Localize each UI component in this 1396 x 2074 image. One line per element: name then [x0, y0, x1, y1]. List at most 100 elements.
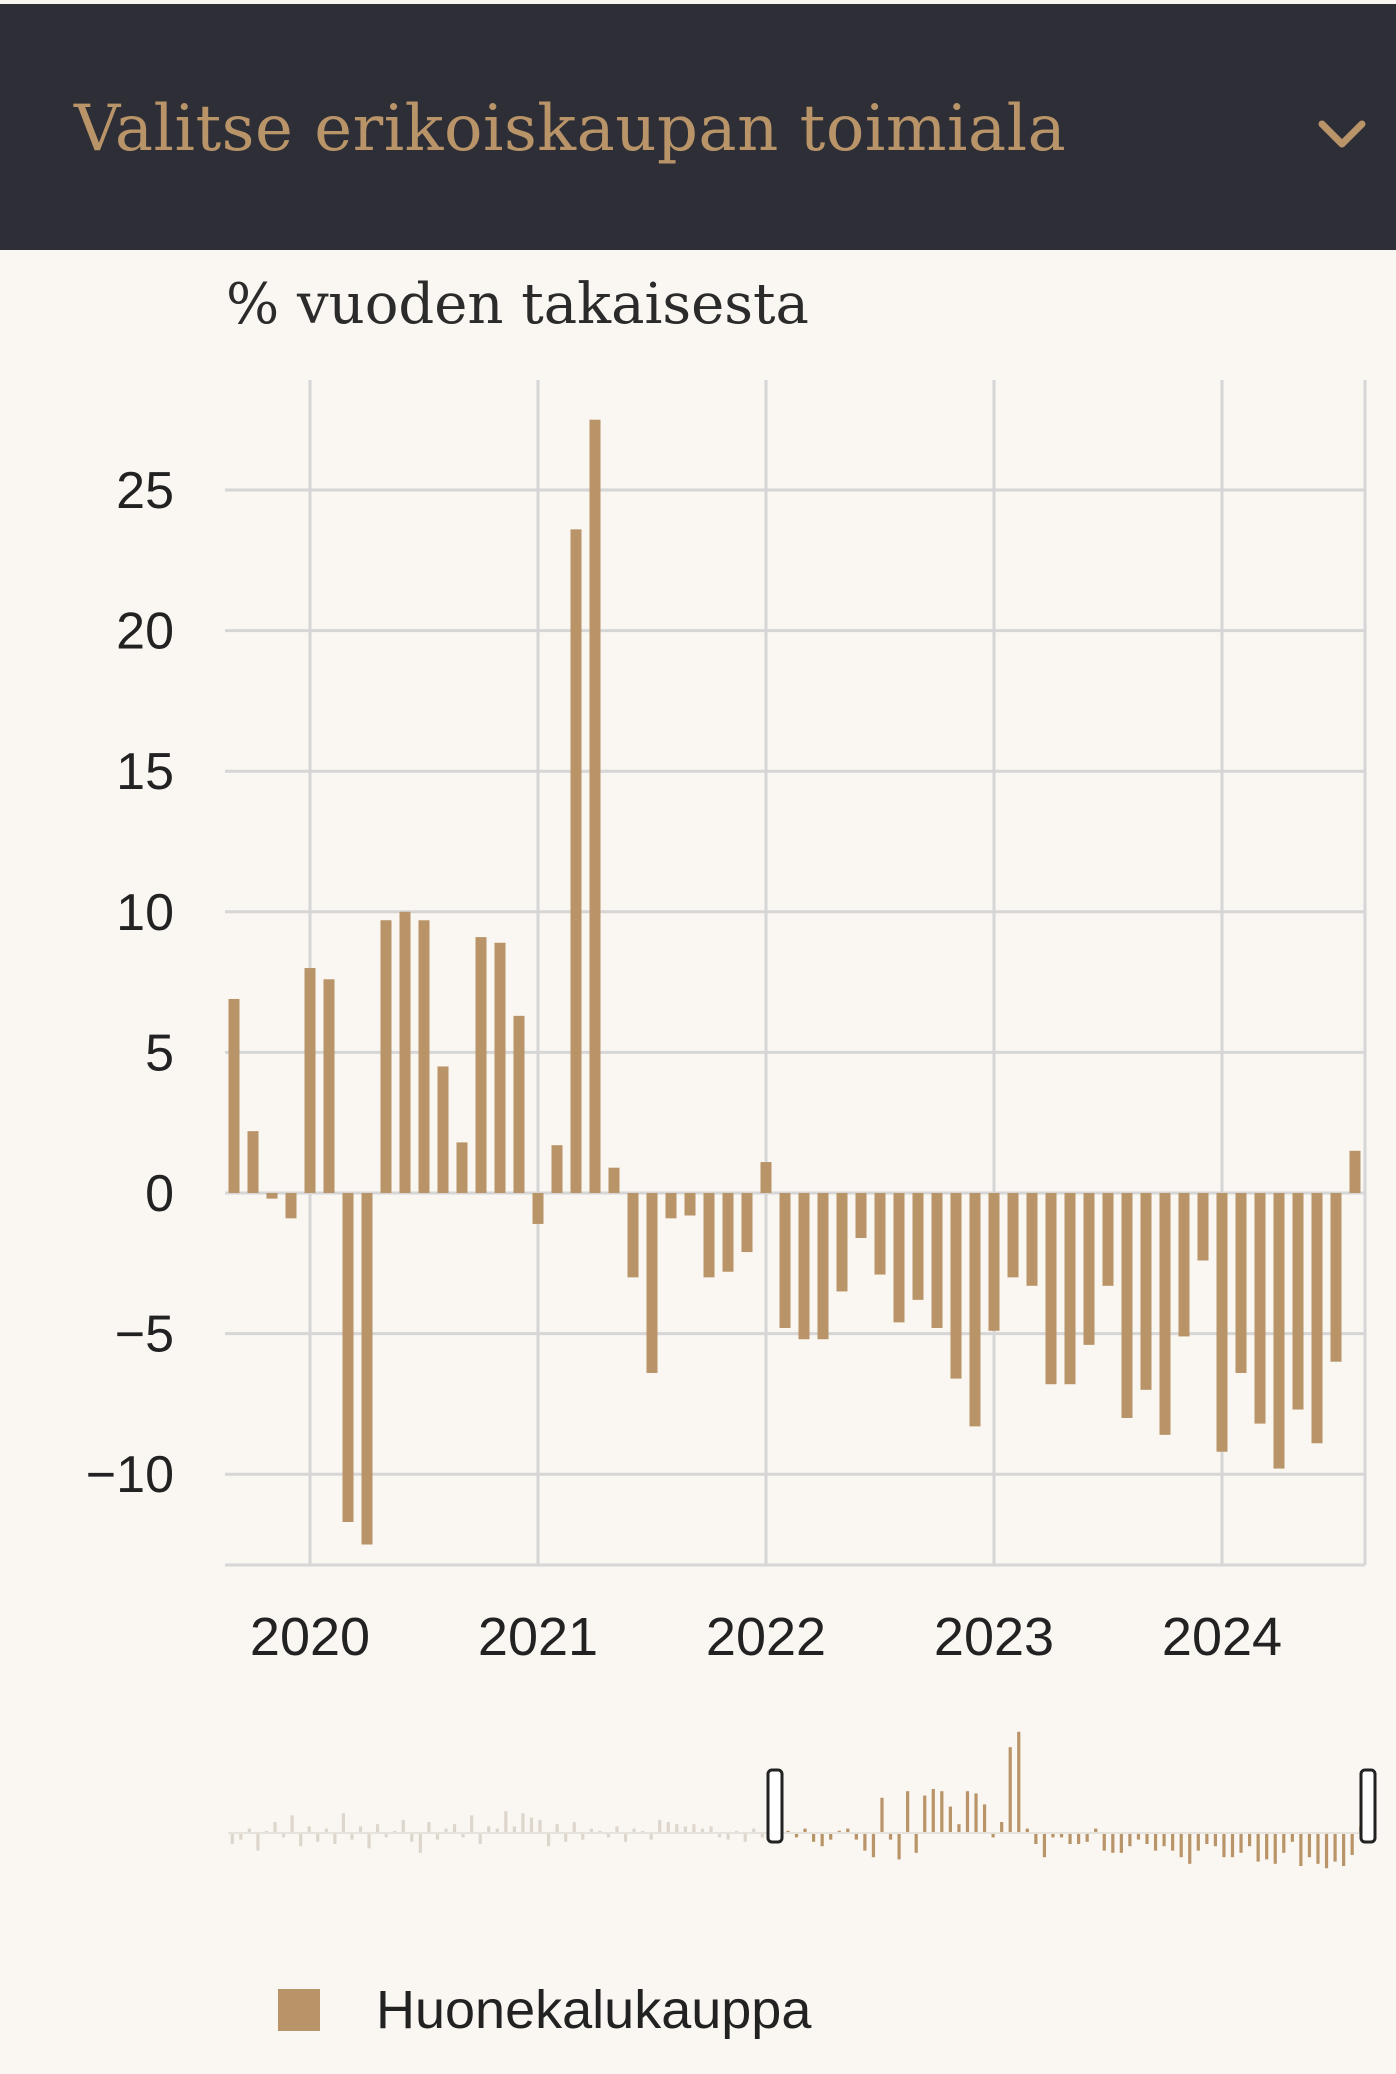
y-tick-label: 15	[116, 743, 174, 801]
bar	[1216, 1193, 1228, 1452]
navigator-bar	[1145, 1833, 1149, 1844]
navigator-bar	[786, 1830, 790, 1833]
industry-selector[interactable]: Valitse erikoiskaupan toimiala	[0, 4, 1396, 250]
bar	[551, 1145, 563, 1193]
bar	[1235, 1193, 1247, 1373]
navigator-bar	[623, 1833, 628, 1842]
navigator-bar	[487, 1826, 491, 1833]
x-tick-label: 2023	[934, 1607, 1054, 1667]
bar	[1026, 1193, 1038, 1286]
navigator-bar	[307, 1826, 311, 1833]
bar	[1178, 1193, 1190, 1337]
navigator-bar	[384, 1833, 388, 1838]
bar	[380, 920, 392, 1193]
navigator-bar	[760, 1833, 764, 1838]
navigator-bar	[504, 1811, 508, 1833]
navigator-bar	[572, 1822, 576, 1833]
bar	[1311, 1193, 1323, 1444]
bar	[988, 1193, 1000, 1331]
bar	[950, 1193, 962, 1379]
navigator-bar	[1324, 1833, 1329, 1869]
navigator-bar	[726, 1833, 730, 1840]
navigator-bar	[452, 1824, 457, 1833]
navigator-bar	[897, 1833, 901, 1860]
bar-chart: 25 20 15 10 5 0 −5 −10 2020 2021 2022 2023 2024	[86, 380, 1377, 1869]
navigator-bar	[1316, 1833, 1320, 1864]
navigator-bar	[512, 1826, 516, 1833]
bar	[1197, 1193, 1209, 1261]
bar	[285, 1193, 297, 1219]
bar	[931, 1193, 943, 1328]
navigator-bar	[589, 1828, 593, 1833]
navigator-bar	[427, 1822, 431, 1833]
bar	[1121, 1193, 1133, 1418]
navigator-bar	[1333, 1833, 1337, 1862]
navigator-bar	[521, 1813, 525, 1833]
y-axis-label: % vuoden takaisesta	[226, 272, 809, 337]
legend-swatch	[278, 1989, 320, 2031]
navigator-bar	[1042, 1833, 1047, 1858]
navigator-bar	[1273, 1833, 1277, 1864]
navigator-bar	[367, 1833, 371, 1849]
navigator-bar	[410, 1833, 414, 1842]
navigator-bar	[470, 1815, 474, 1833]
navigator-bar	[341, 1813, 346, 1833]
bar	[456, 1142, 468, 1193]
navigator-bar	[1247, 1833, 1252, 1847]
navigator-bar	[1307, 1833, 1312, 1858]
navigator-bar	[1153, 1833, 1158, 1851]
bar	[1102, 1193, 1114, 1286]
navigator-bar	[666, 1822, 670, 1833]
bar	[418, 920, 430, 1193]
bar	[247, 1131, 259, 1193]
bar	[798, 1193, 810, 1340]
legend-item[interactable]: Huonekalukauppa	[278, 1980, 811, 2040]
navigator-bar	[376, 1824, 380, 1833]
navigator-bar	[290, 1815, 294, 1833]
navigator-bar	[1299, 1833, 1303, 1866]
navigator-bar	[700, 1828, 705, 1833]
bar	[1330, 1193, 1342, 1362]
navigator-bar	[940, 1791, 944, 1833]
chevron-down-icon[interactable]	[1312, 104, 1372, 164]
navigator-bar	[709, 1826, 713, 1833]
bar	[1273, 1193, 1285, 1469]
navigator-bar	[965, 1791, 970, 1833]
navigator-bar	[982, 1804, 987, 1833]
bar	[570, 529, 582, 1193]
bar	[361, 1193, 373, 1545]
navigator-bar	[350, 1833, 354, 1840]
navigator-bar	[1136, 1833, 1141, 1840]
navigator-handle[interactable]	[1359, 1768, 1377, 1844]
y-tick-label: 10	[116, 884, 174, 942]
navigator-bar	[615, 1826, 619, 1833]
navigator-bar	[555, 1824, 559, 1833]
navigator-bar	[1282, 1833, 1286, 1853]
navigator-bar	[743, 1833, 747, 1842]
navigator-bar	[641, 1830, 645, 1833]
x-tick-label: 2021	[478, 1607, 598, 1667]
bar	[589, 419, 601, 1193]
navigator-bar	[974, 1793, 978, 1833]
navigator-bar	[811, 1833, 816, 1842]
y-tick-label: 5	[145, 1024, 174, 1082]
bar	[741, 1193, 753, 1253]
x-tick-label: 2024	[1162, 1607, 1282, 1667]
navigator-bar	[717, 1833, 722, 1838]
bar	[969, 1193, 981, 1427]
navigator-bar	[1068, 1833, 1072, 1844]
y-tick-label: 0	[145, 1165, 174, 1223]
bar	[684, 1193, 696, 1216]
navigator-bar	[923, 1795, 927, 1833]
y-tick-label: −5	[115, 1306, 174, 1364]
navigator-bar	[256, 1833, 260, 1851]
bar	[342, 1193, 354, 1523]
legend-label: Huonekalukauppa	[376, 1980, 812, 2040]
bar	[760, 1162, 772, 1193]
bar	[874, 1193, 886, 1275]
bar	[513, 1015, 525, 1193]
navigator-bar	[461, 1833, 465, 1838]
bar	[893, 1193, 905, 1323]
bar	[1159, 1193, 1171, 1435]
navigator-handle[interactable]	[766, 1768, 784, 1844]
